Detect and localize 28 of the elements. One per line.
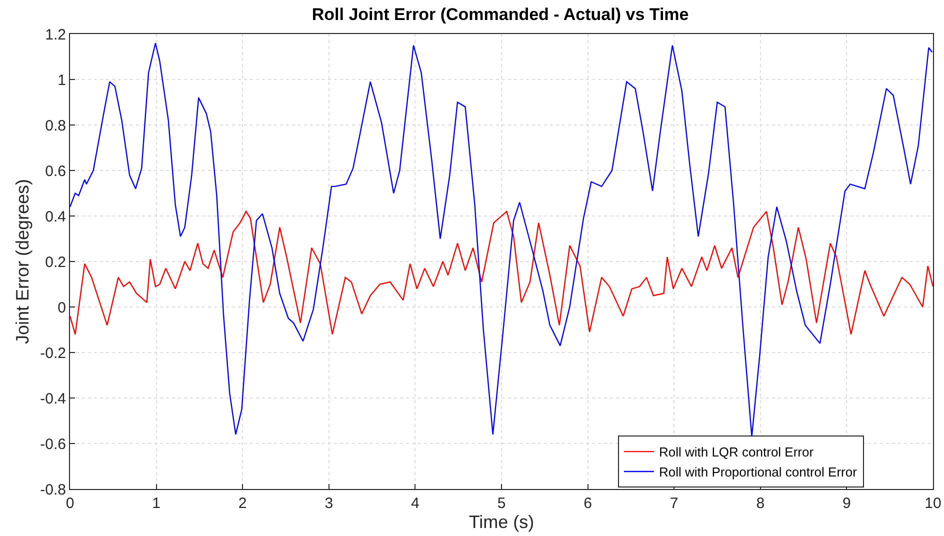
y-tick-label: -0.4	[40, 390, 66, 408]
x-tick-label: 1	[152, 495, 160, 512]
x-tick-label: 4	[411, 495, 420, 512]
x-tick-label: 2	[238, 495, 247, 512]
y-tick-label: 0.4	[45, 208, 66, 226]
y-tick-label: 1.2	[45, 26, 66, 44]
y-tick-label: -0.8	[40, 481, 66, 498]
y-tick-label: 0.6	[45, 162, 66, 180]
y-tick-label: 0.8	[45, 117, 66, 134]
legend-label: Roll with Proportional control Error	[658, 464, 858, 480]
x-tick-label: 5	[497, 495, 506, 512]
x-tick-label: 10	[924, 495, 942, 512]
x-tick-label: 8	[756, 495, 765, 512]
y-tick-label: 0.2	[45, 254, 66, 271]
chart-title: Roll Joint Error (Commanded - Actual) vs Time	[312, 4, 689, 24]
x-tick-label: 7	[670, 495, 678, 512]
y-tick-label: -0.6	[40, 436, 66, 453]
x-axis-title: Time (s)	[468, 512, 534, 532]
y-tick-label: 1	[58, 72, 66, 89]
y-tick-label: -0.2	[40, 344, 66, 362]
x-tick-label: 9	[842, 495, 851, 512]
line-series	[70, 42, 933, 438]
line-series	[70, 210, 933, 335]
y-axis-title: Joint Error (degrees)	[12, 178, 32, 344]
x-tick-label: 6	[584, 495, 592, 512]
legend-label: Roll with LQR control Error	[658, 444, 814, 460]
x-tick-label: 3	[324, 495, 334, 512]
y-tick-label: 0	[58, 299, 66, 316]
